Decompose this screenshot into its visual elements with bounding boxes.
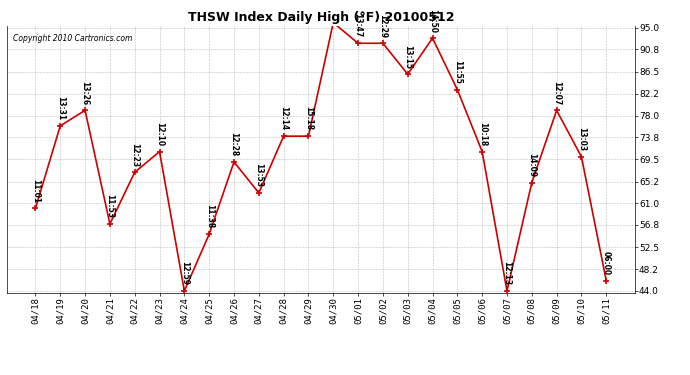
Text: 13:24: 13:24 [0, 374, 1, 375]
Text: 13:15: 13:15 [403, 45, 412, 69]
Text: 12:13: 12:13 [502, 261, 511, 285]
Text: 12:23: 12:23 [130, 142, 139, 167]
Text: 13:47: 13:47 [353, 13, 362, 38]
Text: 13:03: 13:03 [577, 127, 586, 151]
Text: 14:50: 14:50 [428, 9, 437, 33]
Text: 11:38: 11:38 [205, 204, 214, 229]
Text: 13:53: 13:53 [255, 164, 264, 188]
Text: 12:29: 12:29 [378, 13, 387, 38]
Text: 12:10: 12:10 [155, 122, 164, 146]
Text: Copyright 2010 Cartronics.com: Copyright 2010 Cartronics.com [13, 34, 132, 43]
Text: 12:59: 12:59 [180, 261, 189, 285]
Text: 15:18: 15:18 [304, 106, 313, 130]
Text: 12:28: 12:28 [230, 132, 239, 156]
Text: 06:00: 06:00 [602, 251, 611, 275]
Text: 14:09: 14:09 [527, 153, 536, 177]
Text: 12:07: 12:07 [552, 81, 561, 105]
Text: 13:31: 13:31 [56, 96, 65, 120]
Text: 11:01: 11:01 [31, 179, 40, 203]
Title: THSW Index Daily High (°F) 20100512: THSW Index Daily High (°F) 20100512 [188, 11, 454, 24]
Text: 11:55: 11:55 [453, 60, 462, 84]
Text: 11:53: 11:53 [106, 194, 115, 218]
Text: 12:14: 12:14 [279, 106, 288, 130]
Text: 10:18: 10:18 [477, 122, 486, 146]
Text: 13:26: 13:26 [81, 81, 90, 105]
